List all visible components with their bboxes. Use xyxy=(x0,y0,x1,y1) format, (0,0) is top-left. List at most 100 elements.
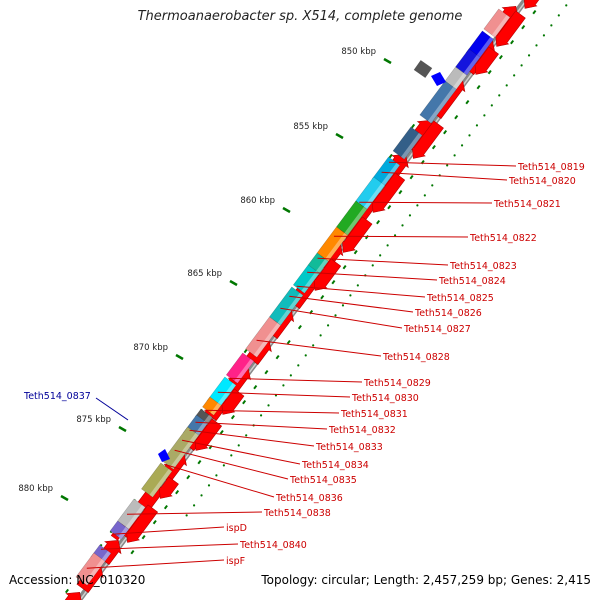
gc-dot xyxy=(259,414,263,417)
gene-arrow-reverse xyxy=(523,0,547,9)
gene-arrow-reverse xyxy=(411,120,444,159)
gene-label[interactable]: Teth514_0833 xyxy=(315,442,383,453)
major-tick xyxy=(335,132,344,140)
minor-tick xyxy=(64,588,69,594)
gene-label[interactable]: Teth514_0835 xyxy=(289,475,357,486)
gene-arrow-reverse xyxy=(341,216,373,253)
minor-tick xyxy=(275,354,280,360)
gene-label[interactable]: Teth514_0824 xyxy=(438,276,506,287)
minor-tick xyxy=(510,39,515,45)
gene-label[interactable]: Teth514_0821 xyxy=(493,199,561,210)
gene-label[interactable]: Teth514_0832 xyxy=(328,425,396,436)
feature-blocks xyxy=(75,8,511,586)
gc-dot xyxy=(341,304,345,307)
leader-line-left xyxy=(95,397,129,421)
gene-label[interactable]: ispF xyxy=(226,556,245,567)
minor-tick xyxy=(498,54,503,60)
minor-tick xyxy=(387,204,392,210)
gene-label[interactable]: Teth514_0831 xyxy=(340,409,408,420)
gc-dot xyxy=(282,384,285,387)
gene-arrow-reverse xyxy=(194,418,223,451)
gc-dot xyxy=(192,504,196,507)
gene-label[interactable]: Teth514_0836 xyxy=(275,493,343,504)
minor-tick xyxy=(197,459,202,465)
gc-dot xyxy=(557,14,560,17)
feature-block xyxy=(225,352,255,384)
gc-dot xyxy=(334,314,337,317)
gc-dot xyxy=(483,114,486,117)
gene-label[interactable]: Teth514_0827 xyxy=(403,324,471,335)
minor-tick xyxy=(264,369,269,375)
leader-line xyxy=(228,377,363,383)
gc-dot xyxy=(312,344,315,347)
topology-text: Topology: circular; Length: 2,457,259 bp… xyxy=(261,573,591,587)
gene-arrow xyxy=(58,592,83,600)
leader-line xyxy=(256,339,382,357)
gene-label[interactable]: Teth514_0829 xyxy=(363,378,431,389)
gene-label[interactable]: Teth514_0830 xyxy=(351,393,419,404)
minor-tick xyxy=(487,69,492,75)
gene-label[interactable]: Teth514_0826 xyxy=(414,308,482,319)
gc-dot xyxy=(416,204,419,207)
gc-dot xyxy=(222,464,225,467)
gc-dot xyxy=(326,324,330,327)
leader-line xyxy=(381,171,508,181)
minor-tick xyxy=(320,294,325,300)
gc-dot xyxy=(386,244,389,247)
gc-dot xyxy=(423,194,426,197)
kbp-label: 870 kbp xyxy=(133,343,168,353)
gc-dot xyxy=(356,284,359,287)
gene-label[interactable]: Teth514_0834 xyxy=(301,460,369,471)
gene-label[interactable]: Teth514_0840 xyxy=(239,540,307,551)
gc-dot xyxy=(237,444,240,447)
marker-arrow xyxy=(158,449,170,462)
gene-label[interactable]: Teth514_0825 xyxy=(426,293,494,304)
gc-dot xyxy=(468,134,471,137)
minor-tick xyxy=(465,99,470,105)
major-tick xyxy=(175,353,184,361)
gene-label[interactable]: Teth514_0822 xyxy=(469,233,537,244)
leader-line xyxy=(289,295,414,313)
gc-dot xyxy=(527,54,531,57)
major-tick xyxy=(282,206,291,214)
minor-tick xyxy=(242,399,247,405)
gc-dot xyxy=(304,354,307,357)
major-tick xyxy=(60,494,69,502)
feature-block xyxy=(316,226,349,262)
minor-tick xyxy=(388,153,393,159)
minor-tick xyxy=(175,489,180,495)
gc-dot xyxy=(408,214,412,217)
gc-dot xyxy=(453,154,456,157)
kbp-label: 875 kbp xyxy=(76,415,111,425)
feature-block xyxy=(75,552,106,586)
minor-tick xyxy=(163,504,168,510)
gene-arrow-reverse xyxy=(495,10,526,47)
gc-dot xyxy=(207,484,211,487)
minor-tick xyxy=(454,114,459,120)
accession-text: Accession: NC_010320 xyxy=(9,573,146,587)
minor-tick xyxy=(431,144,436,150)
gene-label-left[interactable]: Teth514_0837 xyxy=(23,391,91,402)
gene-label[interactable]: Teth514_0820 xyxy=(508,176,576,187)
major-tick xyxy=(229,279,238,287)
gene-label[interactable]: Teth514_0838 xyxy=(263,508,331,519)
leader-line xyxy=(217,391,351,398)
marker-arrow xyxy=(431,72,446,86)
gc-dot xyxy=(498,94,501,97)
leader-line xyxy=(388,161,517,167)
leader-line xyxy=(195,421,328,430)
kbp-label: 865 kbp xyxy=(187,269,222,279)
gene-arrow-reverse xyxy=(474,46,499,75)
minor-tick xyxy=(342,264,347,270)
gc-dot xyxy=(535,44,538,47)
leader-line xyxy=(317,257,449,266)
minor-tick xyxy=(243,348,248,354)
gc-dot xyxy=(393,234,397,237)
minor-tick xyxy=(152,519,157,525)
kbp-label: 880 kbp xyxy=(18,484,53,494)
gene-label[interactable]: Teth514_0823 xyxy=(449,261,517,272)
gene-label[interactable]: Teth514_0828 xyxy=(382,352,450,363)
gene-label[interactable]: Teth514_0819 xyxy=(517,162,585,173)
gene-label[interactable]: ispD xyxy=(226,523,247,534)
